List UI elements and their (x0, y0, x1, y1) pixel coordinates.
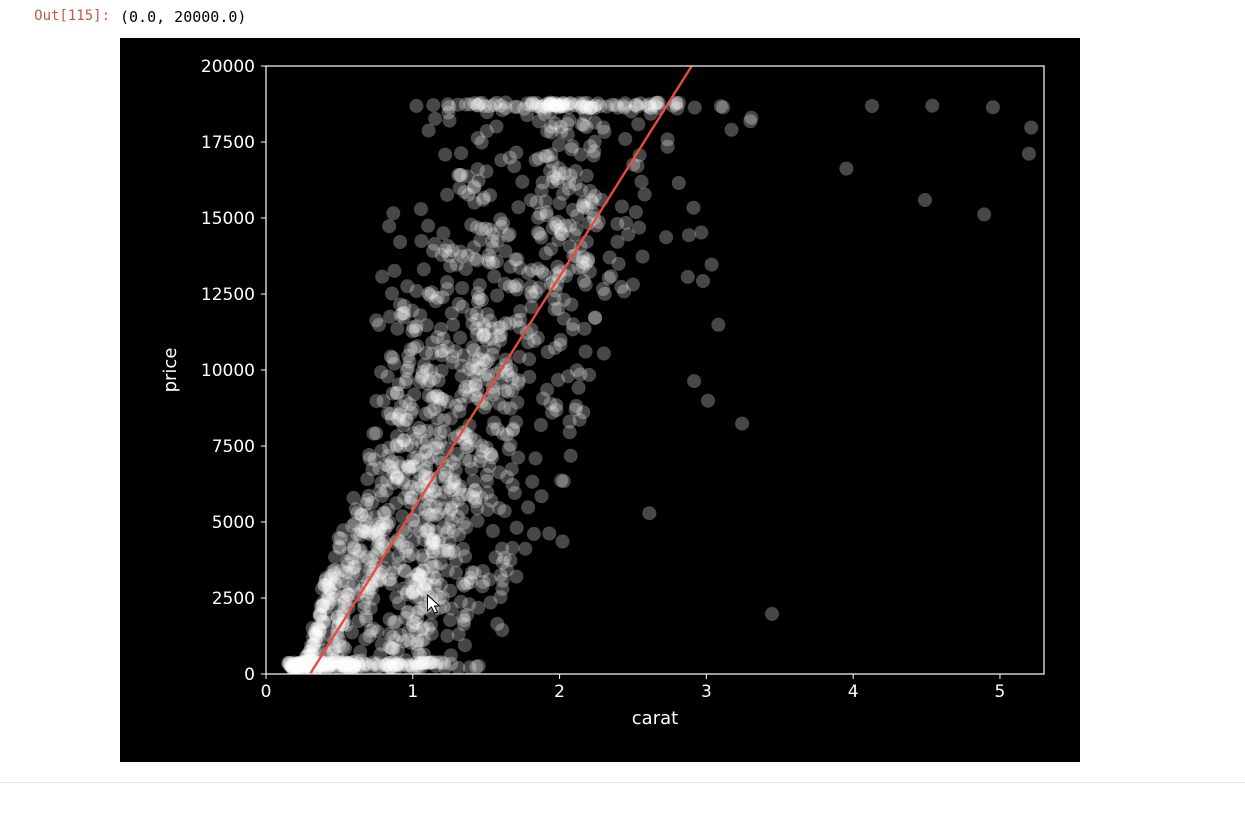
svg-text:4: 4 (848, 682, 859, 702)
svg-text:17500: 17500 (201, 133, 255, 153)
svg-text:3: 3 (701, 682, 712, 702)
svg-text:0: 0 (261, 682, 272, 702)
y-axis-label: price (160, 348, 181, 393)
svg-text:12500: 12500 (201, 285, 255, 305)
svg-text:5: 5 (995, 682, 1006, 702)
svg-text:7500: 7500 (212, 437, 255, 457)
svg-text:2: 2 (554, 682, 565, 702)
svg-text:10000: 10000 (201, 361, 255, 381)
svg-text:0: 0 (244, 665, 255, 685)
svg-text:20000: 20000 (201, 57, 255, 77)
x-axis-label: carat (632, 708, 678, 729)
output-area: (0.0, 20000.0) 0 1 2 3 4 5 carat 0 2500 5000 7500 1… (120, 4, 1235, 762)
svg-text:2500: 2500 (212, 589, 255, 609)
repr-text: (0.0, 20000.0) (120, 4, 1235, 38)
scatter-plot: 0 1 2 3 4 5 carat 0 2500 5000 7500 10000 12500 15000 1… (120, 38, 1080, 758)
svg-text:15000: 15000 (201, 209, 255, 229)
output-cell: Out[115]: (0.0, 20000.0) 0 1 2 3 4 5 carat 0 250… (0, 0, 1245, 783)
svg-text:1: 1 (407, 682, 418, 702)
matplotlib-figure: 0 1 2 3 4 5 carat 0 2500 5000 7500 10000 12500 15000 1… (120, 38, 1080, 762)
svg-text:5000: 5000 (212, 513, 255, 533)
out-prompt: Out[115]: (10, 4, 120, 24)
